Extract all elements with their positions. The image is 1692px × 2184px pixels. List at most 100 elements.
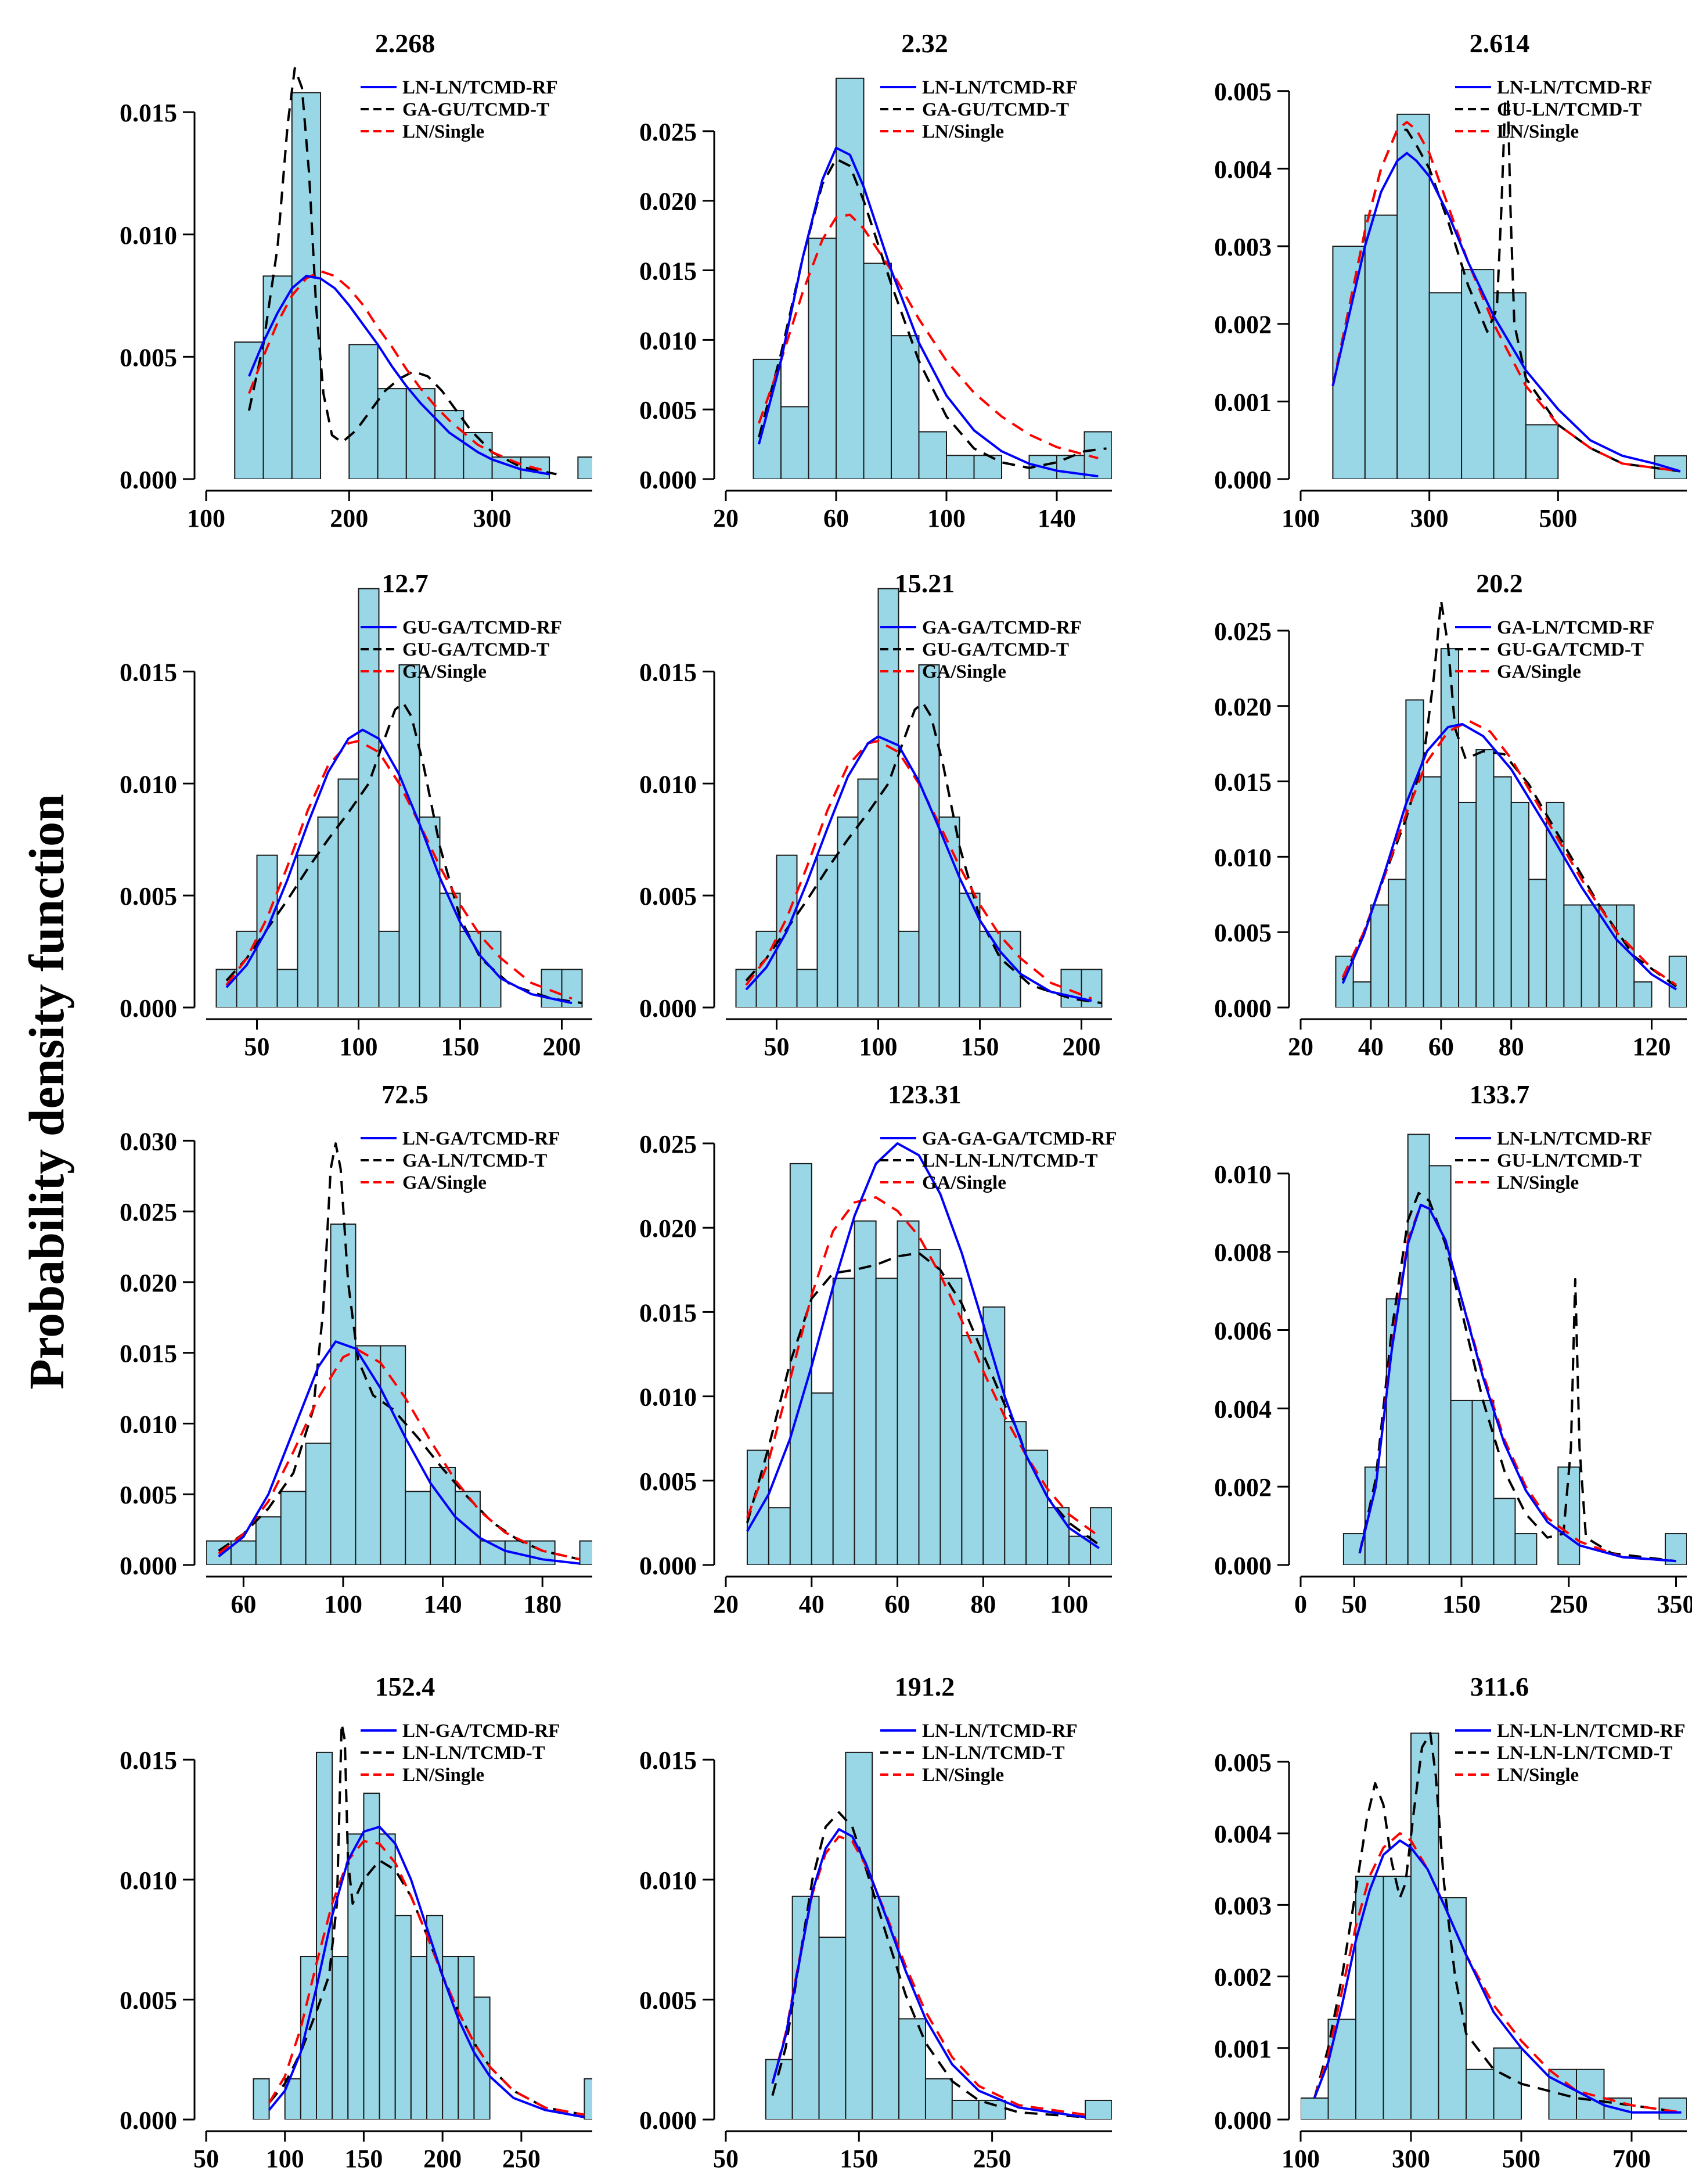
chart-panel-7: 72.5 0.000 0.005 0.010 0.015 0.020 0.025 0.030 6… <box>120 1080 592 1618</box>
histogram-bar <box>1407 1134 1430 1565</box>
chart-panel-2: 2.32 0.000 0.005 0.010 0.015 0.020 0.025 20 60 10… <box>639 28 1112 532</box>
histogram-bar <box>379 1833 396 2120</box>
histogram-bar <box>410 1956 427 2120</box>
histogram-bar <box>898 930 920 1008</box>
histogram-bar <box>419 816 441 1008</box>
x-tick-label: 50 <box>193 2145 219 2173</box>
legend-label: LN-LN/TCMD-T <box>922 1743 1065 1764</box>
density-curves <box>745 701 1102 1005</box>
histogram-bar <box>999 930 1021 1008</box>
x-tick-label: 0 <box>1294 1590 1307 1618</box>
chart-panel-1: 2.268 0.000 0.005 0.010 0.015 100 200 300 LN-LN/… <box>120 28 592 532</box>
x-tick-label: 100 <box>859 1032 898 1061</box>
density-curves <box>268 1722 585 2118</box>
histogram-bar <box>1450 1399 1473 1565</box>
y-tick-label: 0.010 <box>120 1866 177 1895</box>
histogram-bar <box>1458 801 1477 1008</box>
histogram-bar <box>463 431 493 479</box>
y-tick-label: 0.000 <box>639 994 697 1023</box>
y-tick-label: 0.002 <box>1214 1473 1272 1502</box>
y-tick-label: 0.010 <box>639 770 697 798</box>
density-curves <box>1358 1192 1676 1563</box>
density-curves <box>771 1811 1086 2118</box>
legend-label: LN/Single <box>922 121 1004 142</box>
histogram <box>1335 648 1687 1008</box>
chart-panel-11: 191.2 0.000 0.005 0.010 0.015 50 150 250 LN-LN/T… <box>639 1672 1112 2173</box>
histogram <box>746 1163 1112 1565</box>
density-curve-red <box>745 740 1092 1000</box>
legend-label: LN-LN/TCMD-RF <box>1497 77 1653 98</box>
x-tick-label: 350 <box>1657 1590 1692 1618</box>
histogram-bar <box>1083 431 1112 479</box>
chart-panel-10: 152.4 0.000 0.005 0.010 0.015 50 100 150 200 250 L… <box>120 1672 592 2173</box>
y-tick-label: 0.015 <box>120 1746 177 1775</box>
x-tick-label: 20 <box>1288 1032 1313 1061</box>
histogram-bar <box>430 1466 456 1565</box>
histogram-bar <box>1514 1533 1538 1565</box>
histogram-bar <box>520 456 550 479</box>
legend-label: GA-LN/TCMD-RF <box>1497 617 1654 638</box>
histogram-bar <box>808 238 837 479</box>
histogram-bar <box>1493 776 1512 1008</box>
histogram-bar <box>1388 879 1407 1008</box>
y-tick-label: 0.002 <box>1214 1963 1272 1992</box>
histogram-bar <box>924 2078 953 2120</box>
histogram-bar <box>1370 904 1389 1008</box>
histogram-bar <box>378 930 400 1008</box>
histogram <box>735 588 1103 1008</box>
histogram-bar <box>832 1278 855 1565</box>
histogram-bar <box>358 588 380 1008</box>
histogram-bar <box>1557 1466 1581 1565</box>
density-curve-red <box>268 1840 585 2116</box>
density-curve-red <box>1331 121 1681 473</box>
density-curve-blue <box>771 1828 1086 2118</box>
histogram-bar <box>380 1345 406 1565</box>
histogram-bar <box>1410 1732 1439 2120</box>
legend-label: GA-GA-GA/TCMD-RF <box>922 1128 1117 1149</box>
histogram-bar <box>426 1915 444 2120</box>
legend-label: LN-LN/TCMD-RF <box>922 77 1078 98</box>
x-tick-label: 20 <box>713 1590 739 1618</box>
legend-label: LN-LN/TCMD-T <box>402 1743 545 1764</box>
x-tick-label: 150 <box>441 1032 480 1061</box>
legend-label: LN-LN-LN/TCMD-T <box>1497 1743 1673 1764</box>
density-curve-blue <box>745 735 1092 1002</box>
legend-label: GA/Single <box>402 1172 487 1193</box>
histogram-bar <box>1405 699 1424 1008</box>
y-tick-label: 0.010 <box>1214 1160 1272 1189</box>
legend-label: LN/Single <box>922 1765 1004 1786</box>
histogram-bar <box>1428 1165 1452 1565</box>
histogram-bar <box>811 1392 834 1565</box>
histogram-bar <box>845 1751 873 2120</box>
chart-panel-3: 2.614 0.000 0.001 0.002 0.003 0.004 0.005 100 30… <box>1214 28 1687 532</box>
chart-panel-4: 12.7 0.000 0.005 0.010 0.015 50 100 150 200 GU-GA… <box>120 569 592 1061</box>
x-tick-label: 100 <box>1281 504 1320 532</box>
chart-panel-6: 20.2 0.000 0.005 0.010 0.015 0.020 0.025 20 40 60… <box>1214 569 1687 1061</box>
y-tick-label: 0.003 <box>1214 233 1272 261</box>
histogram-bar <box>348 344 379 479</box>
y-tick-label: 0.000 <box>639 466 697 494</box>
y-tick-label: 0.010 <box>120 770 177 798</box>
histogram-bar <box>332 1956 349 2120</box>
x-tick-label: 180 <box>523 1590 561 1618</box>
chart-title: 2.268 <box>375 28 435 58</box>
histogram-bar <box>1355 1876 1384 2120</box>
legend-label: GA-GA/TCMD-RF <box>922 617 1082 638</box>
histogram-bar <box>1493 1498 1516 1565</box>
histogram-bar <box>1396 113 1430 479</box>
y-tick-label: 0.000 <box>639 2106 697 2135</box>
histogram-bar <box>979 930 1001 1008</box>
x-tick-label: 100 <box>1050 1590 1088 1618</box>
legend-label: GU-GA/TCMD-T <box>922 639 1069 660</box>
x-tick-label: 60 <box>231 1590 256 1618</box>
x-tick-label: 500 <box>1502 2145 1540 2173</box>
histogram-bar <box>961 1335 984 1565</box>
histogram-bar <box>459 930 481 1008</box>
density-curve-red <box>248 270 550 473</box>
y-tick-label: 0.005 <box>639 1467 697 1496</box>
histogram-bar <box>1423 776 1442 1008</box>
y-tick-label: 0.006 <box>1214 1317 1272 1345</box>
histogram-bar <box>473 1996 491 2120</box>
histogram-bar <box>405 1491 431 1565</box>
chart-title: 2.32 <box>901 28 948 58</box>
